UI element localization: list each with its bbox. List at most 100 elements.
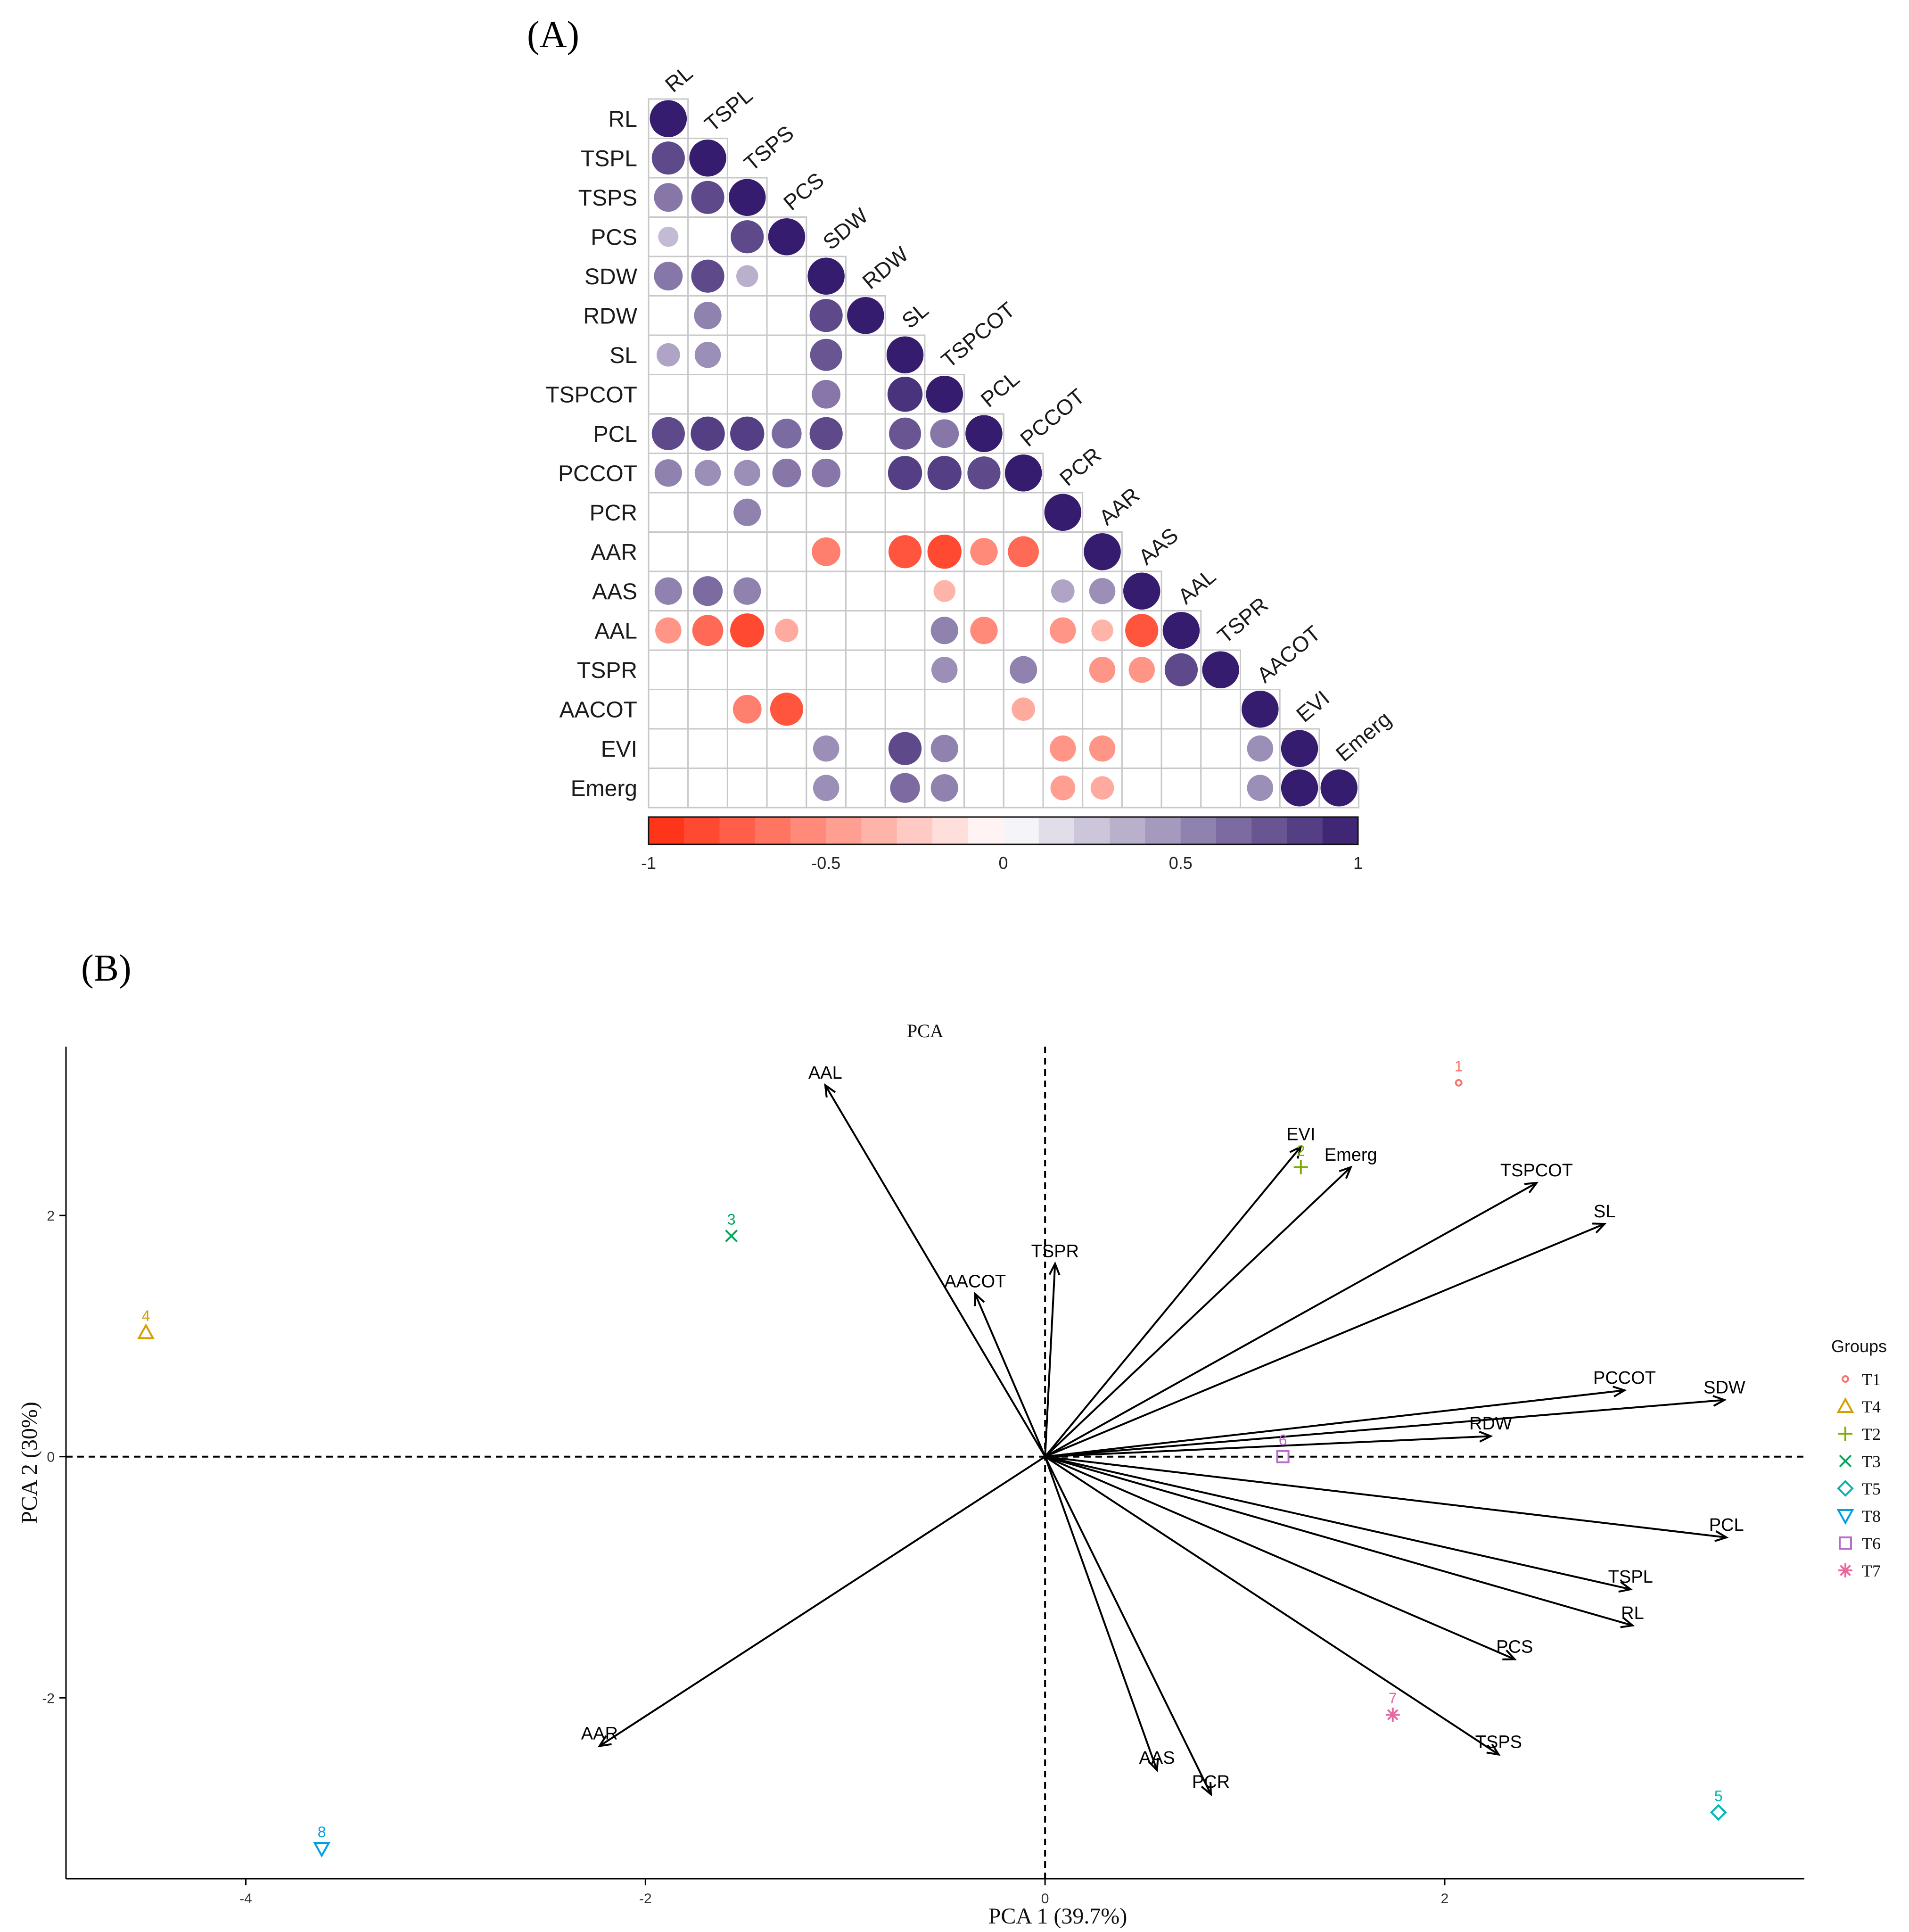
heatmap-cell xyxy=(648,374,689,415)
corr-circle xyxy=(1089,735,1116,762)
corr-circle xyxy=(887,377,923,412)
col-label-aal: AAL xyxy=(1173,563,1220,609)
heatmap-cell xyxy=(845,492,886,533)
heatmap-cell xyxy=(1200,689,1242,730)
corr-circle xyxy=(930,774,958,802)
col-label-sl: SL xyxy=(897,297,933,333)
corr-circle xyxy=(1125,614,1159,647)
heatmap-cell xyxy=(726,768,768,809)
heatmap-cell xyxy=(648,689,689,730)
loading-vector xyxy=(1045,1182,1537,1458)
vector-label: RDW xyxy=(1469,1414,1512,1434)
legend-symbol xyxy=(1838,1563,1852,1577)
row-label-pcr: PCR xyxy=(590,501,637,526)
correlation-plot: RLRLTSPLTSPLTSPSTSPSPCSPCSSDWSDWRDWRDWSL… xyxy=(545,60,1396,809)
colorbar-segment xyxy=(719,817,756,844)
row-label-emerg: Emerg xyxy=(571,776,637,801)
heatmap-cell xyxy=(963,649,1004,690)
heatmap-cell xyxy=(884,570,926,611)
vector-label: TSPCOT xyxy=(1500,1161,1573,1181)
heatmap-cell xyxy=(963,492,1004,533)
heatmap-cell xyxy=(687,216,728,257)
colorbar-segment xyxy=(755,817,791,844)
vector-arrowhead xyxy=(1524,1181,1539,1194)
data-point xyxy=(1455,1079,1463,1087)
colorbar-tick-label: 1 xyxy=(1353,853,1363,873)
legend-label: T5 xyxy=(1862,1479,1881,1498)
point-label: 2 xyxy=(1297,1142,1305,1159)
colorbar: -1 -0.5 0 0.5 1 xyxy=(641,816,1363,873)
corr-circle xyxy=(1320,769,1358,807)
col-label-aacot: AACOT xyxy=(1252,620,1325,687)
col-label-tspcot: TSPCOT xyxy=(937,297,1020,372)
row-label-tspl: TSPL xyxy=(581,146,637,171)
corr-circle xyxy=(1008,536,1039,568)
colorbar-segment xyxy=(1180,817,1217,844)
colorbar-segment xyxy=(1038,817,1075,844)
corr-circle xyxy=(657,343,680,367)
heatmap-cell xyxy=(845,413,886,454)
corr-circle xyxy=(729,179,766,216)
vector-label: SL xyxy=(1594,1202,1615,1222)
colorbar-segment xyxy=(1145,817,1181,844)
vector-label: PCL xyxy=(1709,1515,1744,1535)
corr-circle xyxy=(1162,612,1200,649)
loading-vector xyxy=(824,1084,1046,1457)
corr-circle xyxy=(654,577,682,605)
x-tick-label: -2 xyxy=(639,1891,652,1907)
loading-vector xyxy=(1044,1166,1352,1458)
corr-circle xyxy=(931,656,958,683)
corr-circle xyxy=(1247,775,1274,801)
heatmap-cell xyxy=(845,531,886,572)
loading-vector xyxy=(1044,1456,1158,1771)
heatmap-cell xyxy=(884,689,926,730)
corr-circle xyxy=(807,257,845,295)
vector-arrowhead xyxy=(1486,1743,1501,1756)
data-point xyxy=(1276,1450,1290,1463)
corr-circle xyxy=(1050,775,1076,801)
pca-biplot: -4 -2 0 2 -2 0 2 PCA PCA 1 (39.7%) PCA 2 (30%) AAL… xyxy=(17,1020,1804,1929)
y-axis-title: PCA 2 (30%) xyxy=(17,1402,42,1524)
heatmap-cell xyxy=(687,492,728,533)
colorbar-tick-label: 0 xyxy=(998,853,1008,873)
vector-arrowhead xyxy=(1618,1581,1633,1593)
panel-a-label: (A) xyxy=(527,14,579,56)
legend-label: T1 xyxy=(1862,1370,1881,1389)
heatmap-cell xyxy=(845,768,886,809)
data-point xyxy=(1710,1804,1727,1821)
heatmap-cell xyxy=(726,649,768,690)
vector-label: Emerg xyxy=(1325,1145,1377,1165)
vector-label: TSPR xyxy=(1031,1241,1079,1261)
heatmap-cell xyxy=(726,334,768,375)
heatmap-cell xyxy=(1121,689,1162,730)
x-tick-label: 0 xyxy=(1041,1891,1049,1907)
corr-circle xyxy=(691,181,724,214)
corr-circle xyxy=(692,615,724,646)
colorbar-segment xyxy=(684,817,720,844)
heatmap-cell xyxy=(1042,689,1084,730)
corr-circle xyxy=(658,226,679,247)
vector-label: AACOT xyxy=(944,1271,1006,1291)
heatmap-cell xyxy=(845,649,886,690)
corr-circle xyxy=(812,380,841,409)
heatmap-cell xyxy=(806,610,847,651)
corr-circle xyxy=(775,619,798,643)
heatmap-cell xyxy=(1003,570,1044,611)
col-label-aar: AAR xyxy=(1094,483,1144,530)
heatmap-cell xyxy=(963,768,1004,809)
data-point xyxy=(313,1842,331,1858)
y-tick-label: -2 xyxy=(42,1691,55,1706)
corr-circle xyxy=(1044,494,1082,531)
colorbar-segment xyxy=(1287,817,1323,844)
corr-circle xyxy=(730,416,765,451)
loading-vector xyxy=(1045,1455,1633,1627)
heatmap-cell xyxy=(884,492,926,533)
corr-circle xyxy=(733,498,761,526)
heatmap-cell xyxy=(1042,531,1084,572)
heatmap-cell xyxy=(726,374,768,415)
data-point xyxy=(1293,1160,1308,1174)
corr-circle xyxy=(888,535,922,569)
corr-circle xyxy=(691,259,724,293)
corr-circle xyxy=(967,456,1001,490)
vector-arrowhead xyxy=(974,1291,985,1306)
